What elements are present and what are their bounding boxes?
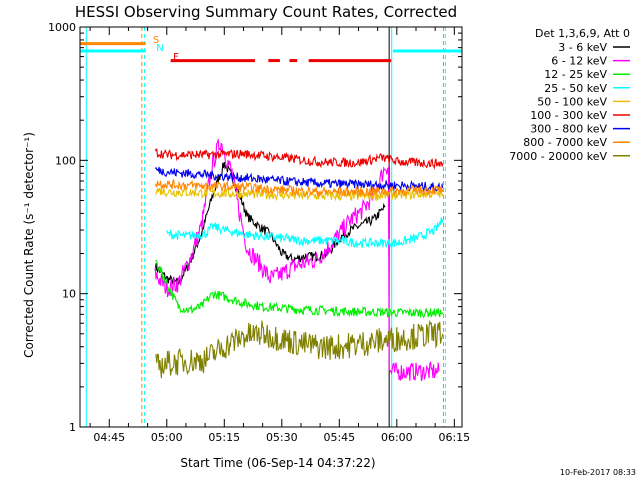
legend-label-300-800-kev: 300 - 800 keV (530, 123, 607, 136)
series-6-12-kev (154, 138, 440, 381)
y-tick-label-100: 100 (55, 154, 76, 167)
series-50-100-kev (155, 186, 444, 202)
legend-label-25-50-kev: 25 - 50 keV (544, 82, 607, 95)
plot-frame: 1 10 100 1000 04:45 05:00 05:15 05:30 05:45 06:00… (48, 21, 470, 444)
series-12-25-kev (154, 259, 444, 319)
legend-label-100-300-kev: 100 - 300 keV (530, 109, 607, 122)
legend-label-50-100-kev: 50 - 100 keV (537, 95, 607, 108)
y-tick-label-1000: 1000 (48, 21, 76, 34)
flag-s-label: S (153, 35, 159, 46)
chart-title: HESSI Observing Summary Count Rates, Cor… (75, 3, 457, 21)
x-tick-label-0445: 04:45 (93, 431, 125, 444)
y-tick-label-1: 1 (69, 421, 76, 434)
x-axis-label: Start Time (06-Sep-14 04:37:22) (180, 456, 375, 470)
legend-label-6-12-kev: 6 - 12 keV (551, 55, 607, 68)
x-tick-label-0500: 05:00 (151, 431, 183, 444)
legend-header: Det 1,3,6,9, Att 0 (535, 27, 630, 40)
series-25-50-kev (166, 217, 444, 250)
legend-label-800-7000-kev: 800 - 7000 keV (523, 136, 607, 149)
footer-timestamp: 10-Feb-2017 08:33 (560, 468, 636, 477)
plot-border (79, 26, 463, 428)
y-axis-label: Corrected Count Rate (s⁻¹ detector⁻¹) (22, 132, 36, 358)
x-tick-label-0545: 05:45 (323, 431, 355, 444)
flag-f-label: F (173, 52, 179, 63)
legend-label-3-6-kev: 3 - 6 keV (558, 41, 607, 54)
x-tick-label-0530: 05:30 (266, 431, 298, 444)
legend-label-7000-20000-kev: 7000 - 20000 keV (509, 150, 607, 163)
x-tick-label-0515: 05:15 (208, 431, 240, 444)
x-tick-label-0600: 06:00 (381, 431, 413, 444)
series-100-300-kev (154, 147, 444, 170)
flag-n-label: N (156, 43, 163, 54)
series-800-7000-kev (154, 179, 444, 198)
series-7000-20000-kev (154, 319, 444, 379)
y-tick-label-10: 10 (62, 288, 76, 301)
series-300-800-kev (154, 166, 444, 194)
data-layer: SNF (80, 27, 462, 427)
x-tick-label-0615: 06:15 (438, 431, 470, 444)
legend-label-12-25-kev: 12 - 25 keV (544, 68, 607, 81)
